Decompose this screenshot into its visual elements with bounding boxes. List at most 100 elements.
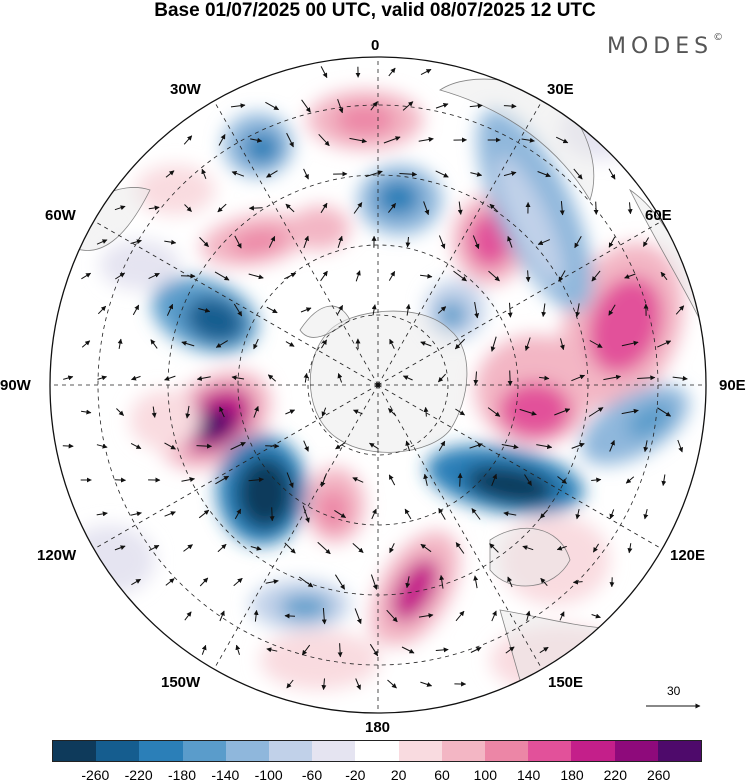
- wind-arrow: [164, 239, 177, 245]
- wind-arrow: [337, 235, 343, 248]
- anomaly-blob: [237, 457, 293, 529]
- wind-arrow: [303, 168, 309, 180]
- wind-arrow: [166, 303, 174, 316]
- meridian-line: [213, 384, 379, 670]
- wind-arrow: [405, 440, 411, 452]
- wind-arrow: [642, 237, 650, 247]
- colorbar-swatch: [139, 741, 183, 761]
- meridian-line: [377, 100, 543, 386]
- wind-arrow: [196, 443, 212, 449]
- colorbar-swatch: [96, 741, 140, 761]
- wind-arrow: [491, 610, 497, 622]
- wind-arrow: [388, 270, 396, 281]
- wind-arrow: [63, 375, 74, 381]
- wind-arrow: [219, 610, 225, 622]
- colorbar-swatch: [312, 741, 356, 761]
- wind-arrow: [420, 273, 433, 279]
- wind-arrow: [181, 341, 195, 347]
- wind-arrow: [608, 168, 616, 180]
- wind-arrow: [608, 304, 616, 316]
- wind-arrow: [215, 340, 228, 348]
- colorbar-tick-label: -60: [301, 767, 323, 783]
- wind-arrow: [525, 610, 531, 622]
- wind-arrow: [537, 171, 551, 178]
- wind-arrow: [300, 307, 312, 313]
- wind-arrow: [217, 203, 227, 213]
- wind-arrow: [81, 340, 91, 348]
- wind-arrow: [369, 442, 379, 450]
- wind-arrow: [657, 340, 672, 348]
- wind-arrow: [219, 406, 225, 418]
- colorbar-tick-label: 100: [473, 767, 498, 783]
- wind-arrow: [389, 543, 395, 554]
- wind-arrow: [369, 643, 379, 657]
- wind-arrow: [320, 270, 328, 282]
- wind-arrow: [253, 609, 259, 622]
- wind-arrow: [184, 611, 192, 621]
- wind-arrow: [591, 613, 601, 619]
- wind-arrow: [540, 509, 548, 519]
- wind-arrow: [575, 303, 581, 318]
- wind-arrow: [435, 103, 449, 109]
- wind-arrow: [334, 509, 347, 519]
- wind-arrow: [248, 205, 263, 211]
- anomaly-blob: [465, 465, 555, 505]
- anomaly-blob: [130, 390, 200, 450]
- wind-arrow: [130, 239, 142, 245]
- wind-arrow: [404, 508, 412, 520]
- wind-arrow: [621, 408, 639, 415]
- wind-arrow: [457, 472, 463, 487]
- wind-arrow: [571, 374, 586, 382]
- wind-arrow: [284, 613, 296, 619]
- wind-arrow: [609, 440, 615, 452]
- wind-arrow: [151, 406, 157, 418]
- wind-arrow: [473, 371, 479, 385]
- lon-label-60e: 60E: [645, 207, 672, 224]
- wind-arrow: [285, 341, 295, 347]
- wind-arrow: [521, 137, 535, 143]
- polar-map: [49, 56, 707, 714]
- lon-label-60w: 60W: [45, 207, 76, 224]
- wind-arrow: [233, 303, 243, 317]
- wind-arrow: [265, 101, 280, 111]
- wind-arrow: [250, 545, 262, 551]
- wind-arrow: [423, 473, 429, 486]
- wind-arrow: [557, 476, 567, 484]
- wind-arrow: [231, 171, 245, 177]
- wind-arrow: [353, 202, 363, 214]
- wind-arrow: [199, 237, 209, 247]
- wind-arrow: [334, 574, 346, 590]
- wind-arrow: [337, 643, 343, 658]
- colorbar-tick-label: -100: [254, 767, 283, 783]
- reference-vector-label: 30: [667, 684, 681, 698]
- wind-arrow: [286, 679, 294, 689]
- wind-arrow: [321, 407, 327, 417]
- wind-arrow: [253, 405, 259, 418]
- colorbar-tick-label: -220: [124, 767, 153, 783]
- colorbar-tick-label: 260: [646, 767, 671, 783]
- colorbar-swatch: [657, 741, 702, 761]
- wind-arrow: [214, 271, 230, 281]
- anomaly-blob: [135, 165, 215, 215]
- wind-arrow: [418, 137, 434, 142]
- wind-arrow: [609, 509, 615, 520]
- wind-arrow: [420, 681, 433, 687]
- anomaly-blob: [195, 407, 235, 443]
- wind-arrow: [318, 133, 330, 147]
- wind-arrow: [405, 236, 411, 248]
- wind-arrow: [286, 472, 294, 488]
- wind-arrow: [469, 442, 483, 449]
- wind-arrow: [405, 303, 411, 316]
- colorbar-swatch: [441, 741, 486, 761]
- wind-arrow: [677, 439, 683, 453]
- wind-arrow: [503, 511, 517, 517]
- colorbar-tick-label: -180: [167, 767, 197, 783]
- wind-arrow: [231, 375, 245, 381]
- wind-arrow: [571, 442, 585, 449]
- wind-arrow: [420, 68, 432, 76]
- wind-arrow: [525, 270, 531, 283]
- wind-arrow: [660, 271, 668, 281]
- wind-arrow: [284, 272, 297, 280]
- wind-arrow: [555, 136, 569, 144]
- colorbar-tick-label: -20: [345, 767, 366, 783]
